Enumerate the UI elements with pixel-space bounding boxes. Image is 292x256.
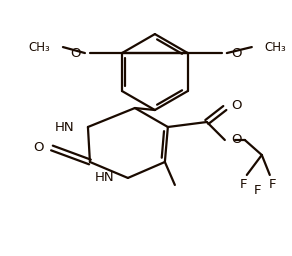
Text: O: O	[231, 99, 241, 112]
Text: F: F	[240, 178, 248, 191]
Text: O: O	[231, 133, 241, 146]
Text: F: F	[269, 178, 277, 191]
Text: HN: HN	[94, 172, 114, 185]
Text: O: O	[34, 142, 44, 154]
Text: O: O	[70, 47, 81, 60]
Text: CH₃: CH₃	[28, 40, 50, 54]
Text: O: O	[231, 47, 241, 60]
Text: F: F	[254, 185, 262, 197]
Text: HN: HN	[54, 121, 74, 133]
Text: CH₃: CH₃	[265, 40, 286, 54]
